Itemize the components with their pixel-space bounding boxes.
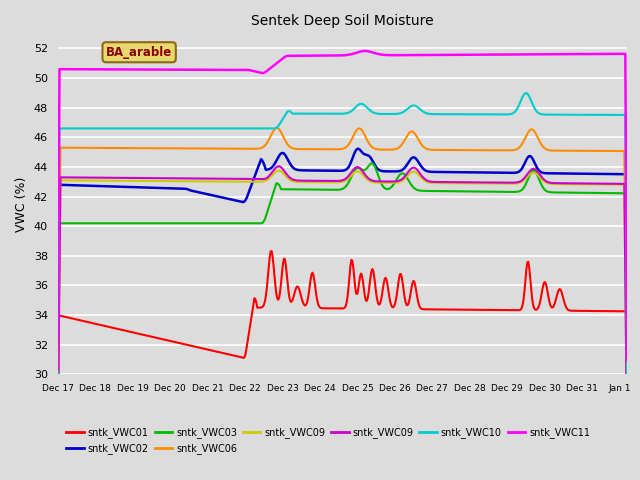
Y-axis label: VWC (%): VWC (%) <box>15 176 28 232</box>
Text: BA_arable: BA_arable <box>106 46 172 59</box>
Title: Sentek Deep Soil Moisture: Sentek Deep Soil Moisture <box>251 14 434 28</box>
Legend: sntk_VWC01, sntk_VWC02, sntk_VWC03, sntk_VWC06, sntk_VWC09, sntk_VWC09, sntk_VWC: sntk_VWC01, sntk_VWC02, sntk_VWC03, sntk… <box>63 423 594 458</box>
